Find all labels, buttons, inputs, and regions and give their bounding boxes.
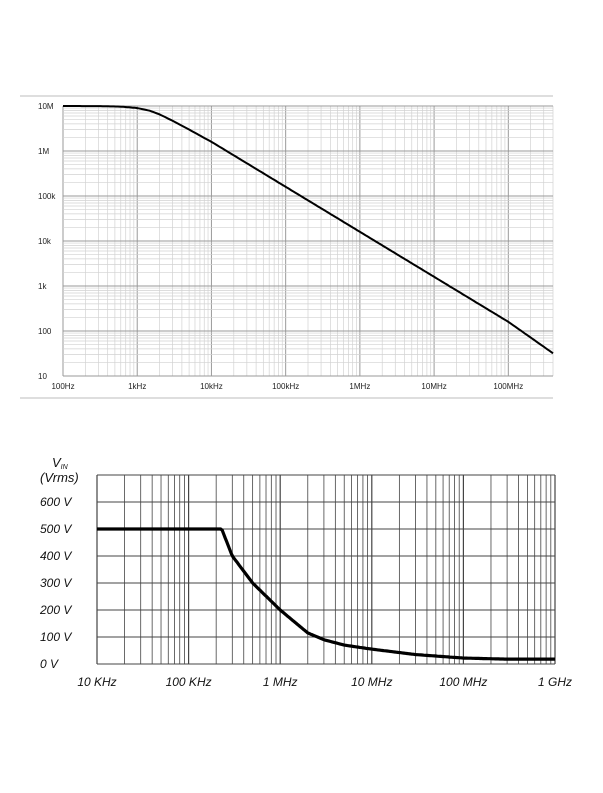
chart2-x-tick-label: 100 MHz [439,675,487,689]
chart1-y-tick-label: 1M [38,147,49,156]
chart2-x-tick-label: 100 KHz [166,675,212,689]
chart2-y-tick-label: 100 V [40,630,72,644]
chart1-x-tick-label: 100MHz [493,382,523,391]
chart2-y-tick-label: 400 V [40,549,72,563]
chart1-x-tick-label: 100kHz [272,382,299,391]
impedance-chart: 100Hz 1kHz 10kHz 100kHz 1MHz 10MHz 100MHz 10 100… [20,95,554,399]
chart2-series-line [96,527,556,661]
chart2-y-tick-label: 300 V [40,576,72,590]
chart2-x-tick-label: 10 KHz [77,675,116,689]
chart1-gridlines [62,105,554,377]
chart1-y-tick-label: 100 [38,327,52,336]
chart2-y-tick-label: 500 V [40,522,72,536]
chart2-y-axis-title-units: (Vrms) [40,470,79,485]
chart1-y-tick-label: 1k [38,282,47,291]
chart2-x-tick-label: 1 GHz [538,675,572,689]
chart2-gridlines [96,474,556,665]
chart1-x-tick-label: 100Hz [51,382,74,391]
chart1-y-tick-label: 10M [38,102,54,111]
chart1-series-line [63,105,554,355]
chart1-y-tick-label: 100k [38,192,56,201]
chart1-x-tick-label: 1MHz [349,382,370,391]
chart1-y-tick-label: 10 [38,372,47,381]
chart1-y-tick-label: 10k [38,237,52,246]
chart1-x-tick-label: 10MHz [421,382,446,391]
chart2-x-tick-label: 10 MHz [351,675,392,689]
chart2-x-tick-label: 1 MHz [263,675,298,689]
chart1-x-tick-label: 1kHz [128,382,146,391]
chart2-y-tick-label: 600 V [40,495,72,509]
chart2-y-axis-title: VIN [52,455,69,471]
chart2-y-tick-label: 200 V [39,603,72,617]
chart2-y-tick-label: 0 V [40,657,59,671]
chart1-x-tick-label: 10kHz [200,382,223,391]
